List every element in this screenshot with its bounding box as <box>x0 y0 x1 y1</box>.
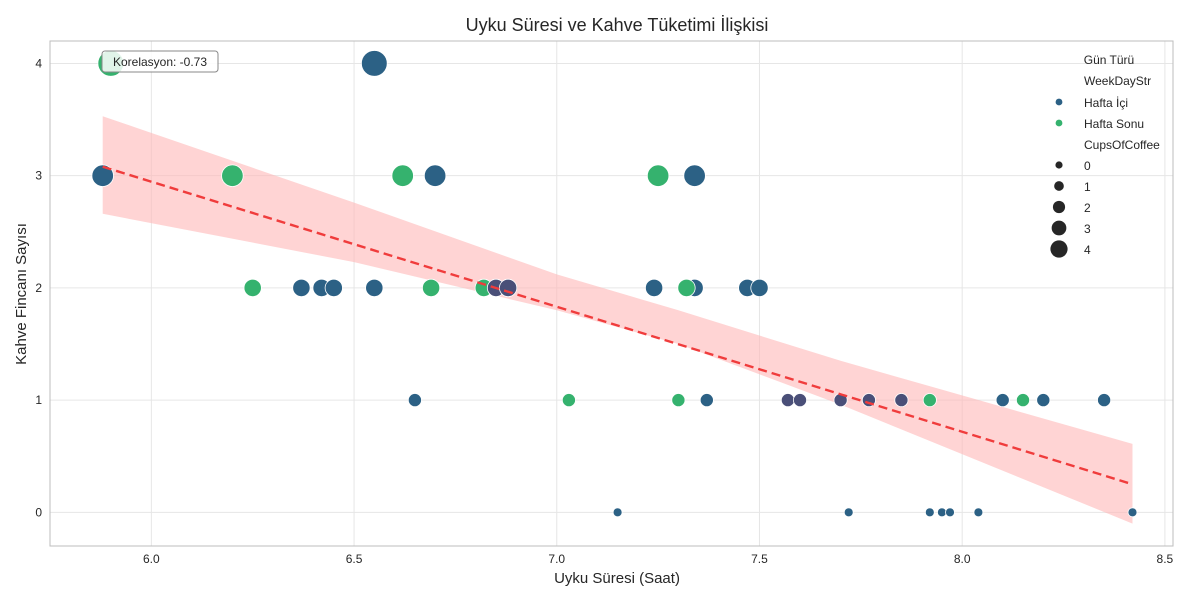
legend-label-weekend: Hafta Sonu <box>1084 117 1144 131</box>
legend: Gün Türü WeekDayStr Hafta İçi Hafta Sonu Cup… <box>1050 53 1160 258</box>
legend-size-label: 1 <box>1084 180 1091 194</box>
data-point <box>644 278 664 297</box>
series-weekday <box>91 50 1138 518</box>
data-point <box>324 278 343 297</box>
data-point <box>671 393 686 408</box>
y-tick-label: 4 <box>35 56 42 70</box>
legend-size-marker <box>1055 161 1063 169</box>
data-point <box>894 393 909 408</box>
annotation-box <box>101 50 219 73</box>
legend-size-marker <box>1052 200 1066 214</box>
trend-line-layer <box>102 165 1133 486</box>
x-tick-label: 8.5 <box>1157 552 1174 566</box>
data-point <box>612 507 623 518</box>
data-point <box>221 164 244 187</box>
legend-marker-weekday <box>1055 98 1063 106</box>
data-point <box>699 393 714 408</box>
x-tick-label: 6.5 <box>346 552 363 566</box>
data-point <box>843 507 854 518</box>
annotation-text: Korelasyon: -0.73 <box>113 55 207 69</box>
plot-frame <box>49 40 1174 547</box>
data-point <box>750 278 769 297</box>
legend-size-marker <box>1051 220 1067 236</box>
x-axis-label: Uyku Süresi (Saat) <box>554 570 680 587</box>
data-point <box>561 393 576 408</box>
data-point <box>498 278 518 297</box>
legend-size-label: 0 <box>1084 159 1091 173</box>
data-point <box>646 164 670 187</box>
data-point <box>91 164 114 187</box>
data-point <box>292 278 311 297</box>
data-point <box>1097 393 1112 408</box>
grid <box>50 41 1173 546</box>
data-point <box>922 393 937 408</box>
x-axis-ticks: 6.0 6.5 7.0 7.5 8.0 8.5 <box>143 552 1174 566</box>
legend-marker-weekend <box>1055 119 1063 127</box>
data-point <box>937 507 947 518</box>
legend-size-label: 4 <box>1084 243 1091 257</box>
confidence-band-layer <box>102 116 1133 524</box>
data-point <box>973 507 984 518</box>
legend-size-label: 2 <box>1084 201 1091 215</box>
data-point <box>780 393 795 408</box>
y-tick-label: 2 <box>35 281 42 295</box>
data-point <box>407 393 422 408</box>
x-tick-label: 7.5 <box>751 552 768 566</box>
data-point <box>945 507 955 518</box>
y-tick-label: 1 <box>35 393 42 407</box>
data-point <box>995 393 1010 408</box>
legend-size-title: CupsOfCoffee <box>1084 138 1160 152</box>
chart-title: Uyku Süresi ve Kahve Tüketimi İlişkisi <box>466 15 769 35</box>
legend-hue-title: WeekDayStr <box>1084 74 1151 88</box>
data-point <box>391 164 414 187</box>
data-point <box>243 278 262 297</box>
data-point <box>1036 393 1051 408</box>
trend-line <box>102 165 1133 486</box>
data-point <box>423 164 447 187</box>
confidence-band <box>102 116 1133 524</box>
data-point <box>1016 393 1031 408</box>
data-point <box>421 278 441 297</box>
legend-size-label: 3 <box>1084 222 1091 236</box>
y-tick-label: 3 <box>35 169 42 183</box>
x-tick-label: 8.0 <box>954 552 971 566</box>
data-point <box>683 164 706 187</box>
legend-size-marker <box>1050 240 1068 258</box>
correlation-annotation: Korelasyon: -0.73 <box>101 50 219 73</box>
data-point <box>1127 507 1138 518</box>
x-tick-label: 7.0 <box>548 552 565 566</box>
y-axis-ticks: 0 1 2 3 4 <box>35 56 42 519</box>
legend-title: Gün Türü <box>1084 53 1134 67</box>
y-axis-label: Kahve Fincanı Sayısı <box>13 223 30 365</box>
data-point <box>677 278 696 297</box>
x-tick-label: 6.0 <box>143 552 160 566</box>
y-tick-label: 0 <box>35 505 42 519</box>
data-point <box>365 278 384 297</box>
legend-label-weekday: Hafta İçi <box>1084 96 1128 110</box>
data-point <box>793 393 808 408</box>
data-point <box>360 50 388 77</box>
legend-size-marker <box>1054 181 1064 191</box>
data-point <box>924 507 935 518</box>
